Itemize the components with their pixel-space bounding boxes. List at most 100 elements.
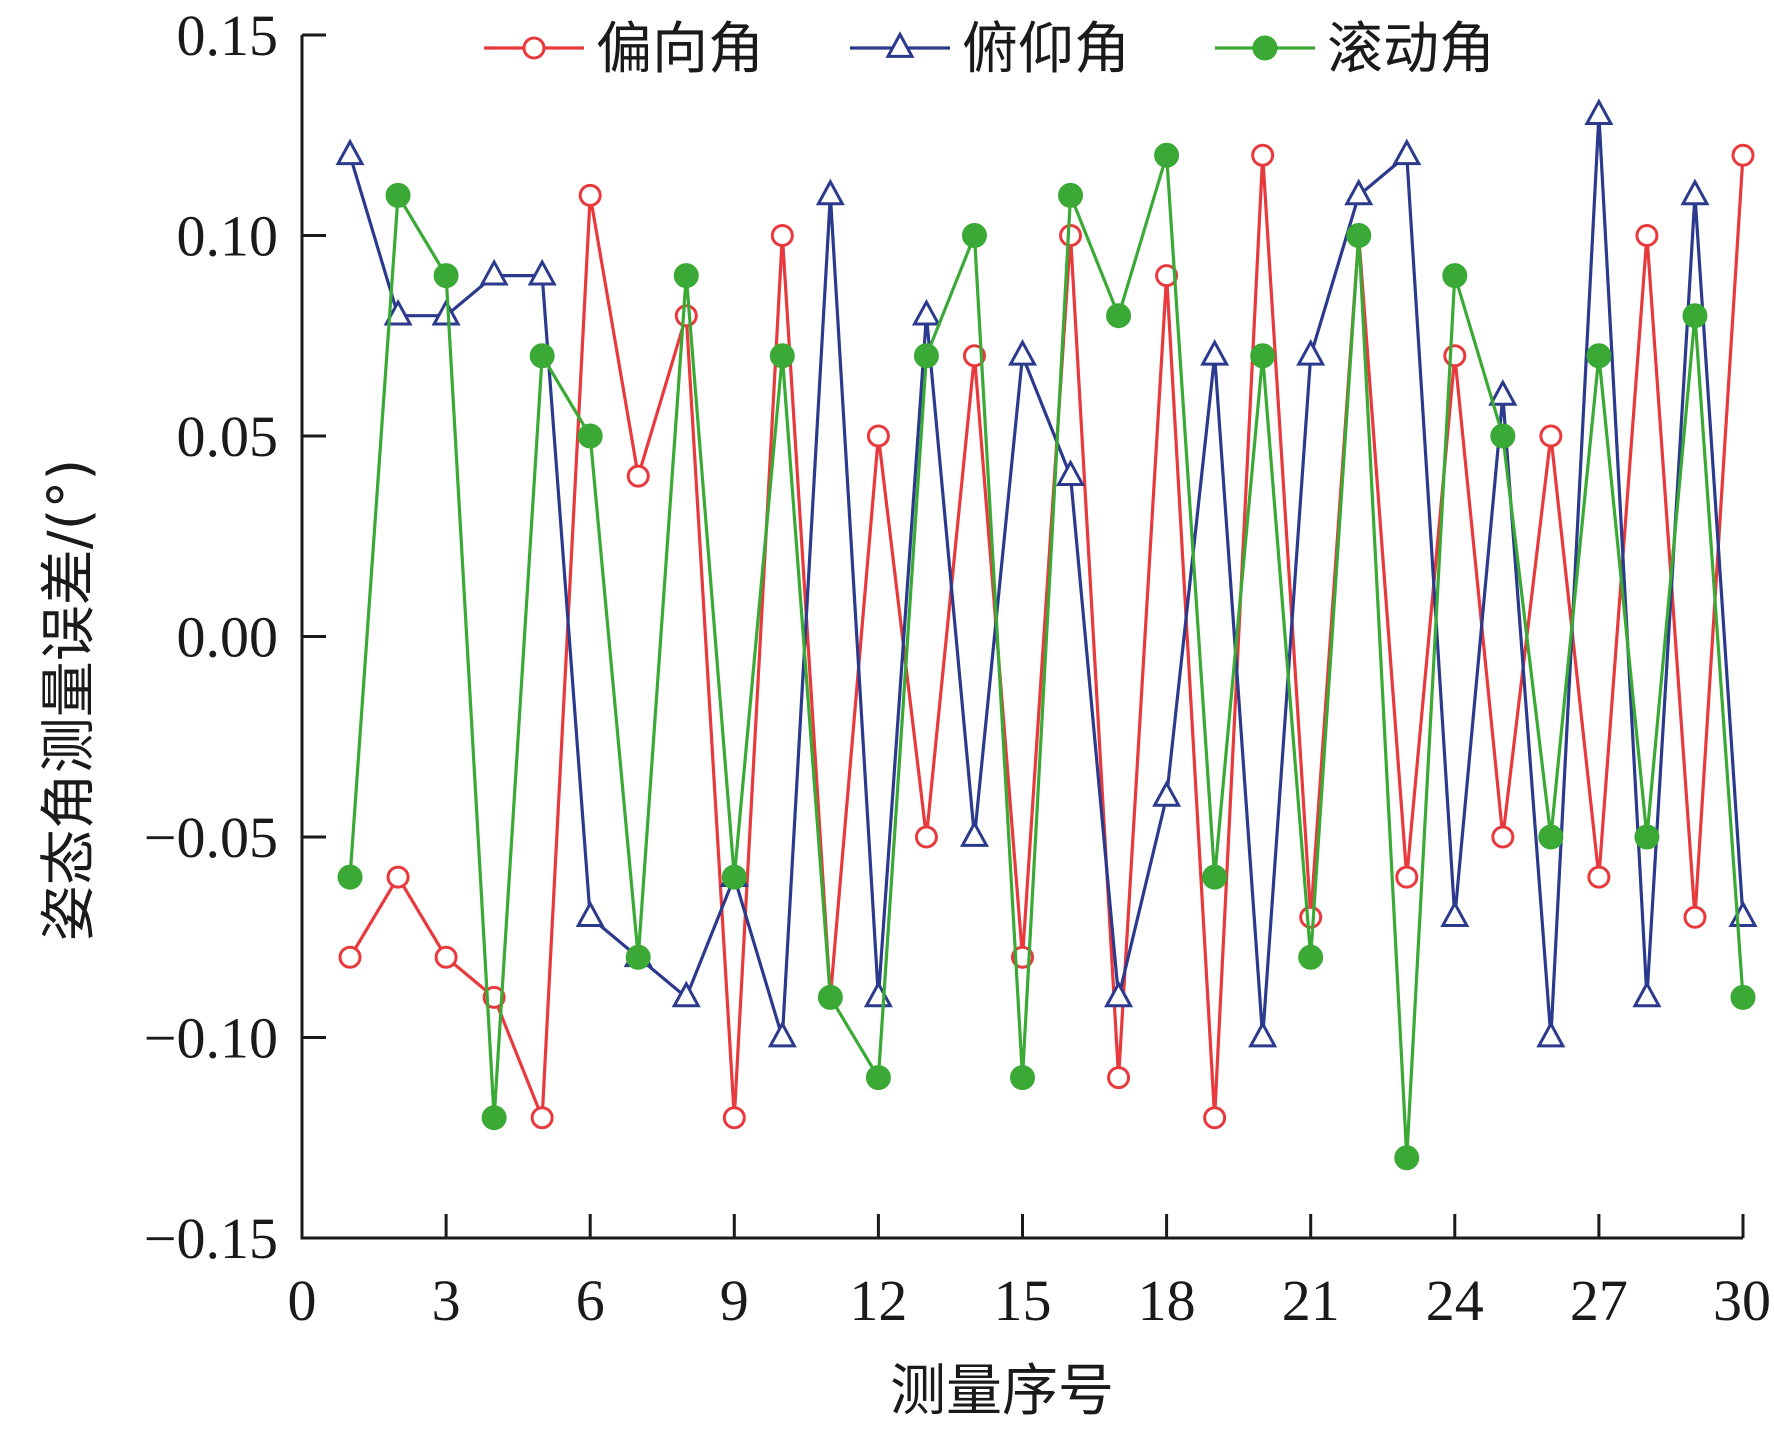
legend-item-1: 偏向角 [484, 17, 764, 82]
y-tick-label: 0.10 [177, 204, 279, 269]
data-point [959, 820, 989, 847]
y-tick-label: −0.05 [144, 805, 278, 870]
x-tick-label: 27 [1570, 1268, 1628, 1333]
data-point [1250, 343, 1276, 369]
data-point [1488, 379, 1518, 406]
legend: 偏向角 俯仰角 滚动角 [484, 17, 1495, 82]
data-point [866, 424, 890, 448]
data-point [625, 944, 651, 970]
legend-label: 偏向角 [596, 17, 764, 82]
legend-item-3: 滚动角 [1215, 17, 1495, 82]
x-axis-title: 测量序号 [890, 1359, 1114, 1424]
data-point [1538, 824, 1564, 850]
data-point [767, 1020, 797, 1048]
plot-series [335, 98, 1758, 1171]
data-point [385, 182, 411, 208]
data-point [1731, 143, 1755, 167]
x-tick-label: 0 [288, 1268, 317, 1333]
data-point [1730, 984, 1756, 1010]
data-point [769, 343, 795, 369]
data-point [961, 223, 987, 248]
data-point [1200, 339, 1230, 366]
data-point [770, 224, 794, 247]
x-tick-label: 3 [432, 1268, 461, 1333]
data-point [1252, 35, 1278, 61]
y-tick-label: 0.05 [177, 404, 279, 469]
data-point [522, 36, 546, 60]
data-point [433, 263, 459, 289]
data-point [1346, 223, 1372, 248]
data-point [1056, 459, 1086, 486]
data-point [1058, 182, 1084, 208]
data-point [815, 178, 845, 206]
data-point [1491, 825, 1515, 849]
data-point [722, 1106, 746, 1130]
y-axis-ticks: 0.15 0.10 0.05 0.00 −0.05 −0.10 −0.15 [144, 3, 326, 1271]
data-point [1154, 142, 1180, 168]
data-point [335, 138, 365, 166]
data-point [383, 298, 413, 326]
data-point [1584, 98, 1614, 126]
data-point [1634, 824, 1660, 850]
data-point [1248, 1020, 1278, 1048]
data-point [1539, 424, 1563, 448]
data-point [1296, 339, 1326, 366]
data-point [1344, 178, 1374, 206]
data-point [626, 464, 650, 488]
x-tick-label: 6 [576, 1268, 605, 1333]
data-point [1680, 178, 1710, 206]
series-3 [337, 142, 1756, 1171]
data-point [914, 825, 938, 849]
data-point [337, 864, 363, 890]
data-point [1059, 224, 1083, 247]
data-point [575, 900, 605, 928]
x-tick-label: 9 [720, 1268, 749, 1333]
data-point [865, 1065, 891, 1091]
data-point [530, 1106, 554, 1130]
x-axis-ticks: 0 3 6 9 12 15 18 21 24 27 30 [288, 1214, 1771, 1333]
data-point [1394, 1145, 1420, 1171]
series-line [348, 154, 1745, 1158]
data-point [1682, 303, 1708, 329]
data-point [1728, 900, 1758, 928]
data-point [527, 258, 557, 286]
data-point [434, 945, 458, 969]
data-point [674, 304, 698, 328]
data-point [1007, 339, 1038, 366]
data-point [338, 945, 362, 969]
data-point [1298, 944, 1324, 970]
data-point [1155, 264, 1179, 288]
data-point [1203, 1106, 1227, 1130]
data-point [1536, 1020, 1566, 1048]
series-1 [338, 143, 1755, 1130]
y-tick-label: −0.10 [144, 1006, 278, 1071]
x-tick-label: 21 [1282, 1268, 1340, 1333]
x-tick-label: 18 [1138, 1268, 1196, 1333]
x-tick-label: 12 [849, 1268, 907, 1333]
data-point [1104, 980, 1134, 1008]
data-point [1632, 980, 1662, 1008]
legend-label: 俯仰角 [962, 17, 1130, 82]
data-point [721, 864, 747, 890]
data-point [913, 343, 939, 369]
y-tick-label: 0.00 [177, 605, 279, 670]
x-tick-label: 24 [1426, 1268, 1484, 1333]
legend-label: 滚动角 [1327, 17, 1495, 82]
data-point [911, 298, 941, 326]
data-point [1587, 865, 1611, 889]
data-point [671, 980, 701, 1008]
y-tick-label: −0.15 [144, 1206, 278, 1271]
data-point [577, 423, 603, 449]
data-point [431, 298, 461, 326]
series-line [348, 155, 1745, 1119]
data-point [1251, 143, 1275, 167]
data-point [885, 31, 915, 58]
data-point [1443, 344, 1467, 368]
data-point [1152, 780, 1182, 807]
data-point [1635, 224, 1659, 247]
data-point [1442, 263, 1468, 289]
data-point [1202, 864, 1228, 890]
data-point [1299, 905, 1323, 929]
y-axis-title: 姿态角测量误差/(°) [37, 459, 102, 942]
data-point [863, 980, 893, 1008]
